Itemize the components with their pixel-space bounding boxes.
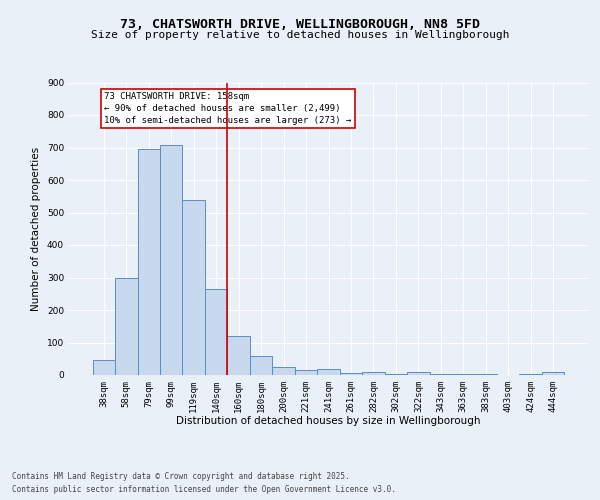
Bar	[430, 374, 452, 375]
Text: 73 CHATSWORTH DRIVE: 158sqm
← 90% of detached houses are smaller (2,499)
10% of : 73 CHATSWORTH DRIVE: 158sqm ← 90% of det…	[104, 92, 352, 125]
Bar	[272, 367, 295, 375]
Bar	[115, 278, 137, 375]
Bar	[452, 374, 475, 375]
Y-axis label: Number of detached properties: Number of detached properties	[31, 146, 41, 311]
X-axis label: Distribution of detached houses by size in Wellingborough: Distribution of detached houses by size …	[176, 416, 481, 426]
Bar	[92, 360, 115, 375]
Bar	[295, 370, 317, 375]
Bar	[182, 200, 205, 375]
Text: Size of property relative to detached houses in Wellingborough: Size of property relative to detached ho…	[91, 30, 509, 40]
Bar	[160, 145, 182, 375]
Bar	[205, 289, 227, 375]
Bar	[250, 356, 272, 375]
Bar	[407, 372, 430, 375]
Bar	[475, 374, 497, 375]
Text: Contains HM Land Registry data © Crown copyright and database right 2025.: Contains HM Land Registry data © Crown c…	[12, 472, 350, 481]
Bar	[542, 372, 565, 375]
Text: Contains public sector information licensed under the Open Government Licence v3: Contains public sector information licen…	[12, 485, 396, 494]
Bar	[317, 370, 340, 375]
Text: 73, CHATSWORTH DRIVE, WELLINGBOROUGH, NN8 5FD: 73, CHATSWORTH DRIVE, WELLINGBOROUGH, NN…	[120, 18, 480, 30]
Bar	[227, 336, 250, 375]
Bar	[137, 149, 160, 375]
Bar	[362, 372, 385, 375]
Bar	[520, 374, 542, 375]
Bar	[340, 372, 362, 375]
Bar	[385, 374, 407, 375]
